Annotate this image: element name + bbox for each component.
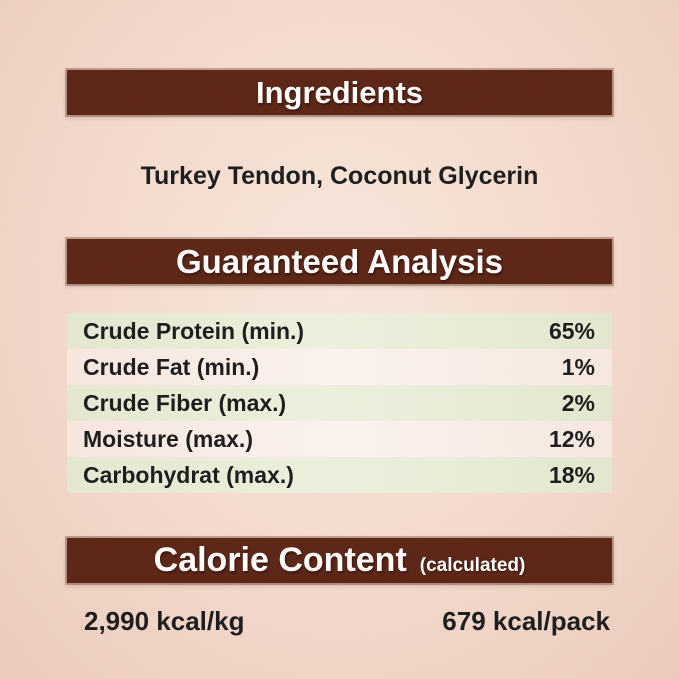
row-label: Crude Fiber (max.) [83, 389, 287, 416]
table-row: Moisture (max.) 12% [67, 421, 612, 457]
table-row: Crude Fat (min.) 1% [67, 349, 612, 385]
calorie-values: 2,990 kcal/kg 679 kcal/pack [67, 606, 612, 637]
guaranteed-analysis-table: Crude Protein (min.) 65% Crude Fat (min.… [67, 313, 612, 493]
row-label: Carbohydrat (max.) [83, 461, 294, 488]
row-value: 1% [561, 353, 595, 380]
row-label: Moisture (max.) [83, 425, 253, 452]
calories-per-kg: 2,990 kcal/kg [84, 606, 245, 636]
row-value: 18% [548, 461, 595, 488]
calories-per-pack: 679 kcal/pack [442, 606, 610, 636]
row-label: Crude Fat (min.) [83, 353, 260, 380]
table-row: Crude Protein (min.) 65% [67, 313, 612, 349]
calorie-content-header-bar: Calorie Content (calculated) [67, 538, 612, 583]
guaranteed-analysis-header-bar: Guaranteed Analysis [67, 239, 612, 284]
calorie-content-title: Calorie Content [153, 541, 407, 579]
guaranteed-analysis-title: Guaranteed Analysis [175, 242, 504, 280]
ingredients-header-bar: Ingredients [67, 70, 612, 115]
ingredients-list: Turkey Tendon, Coconut Glycerin [140, 162, 539, 190]
row-value: 65% [548, 317, 595, 344]
row-label: Crude Protein (min.) [83, 317, 305, 344]
row-value: 2% [561, 389, 595, 416]
calorie-content-qualifier: (calculated) [419, 555, 526, 576]
ingredients-title: Ingredients [255, 74, 424, 110]
row-value: 12% [548, 425, 595, 452]
table-row: Crude Fiber (max.) 2% [67, 385, 612, 421]
table-row: Carbohydrat (max.) 18% [67, 457, 612, 493]
calorie-header-inner: Calorie Content (calculated) [154, 538, 526, 583]
